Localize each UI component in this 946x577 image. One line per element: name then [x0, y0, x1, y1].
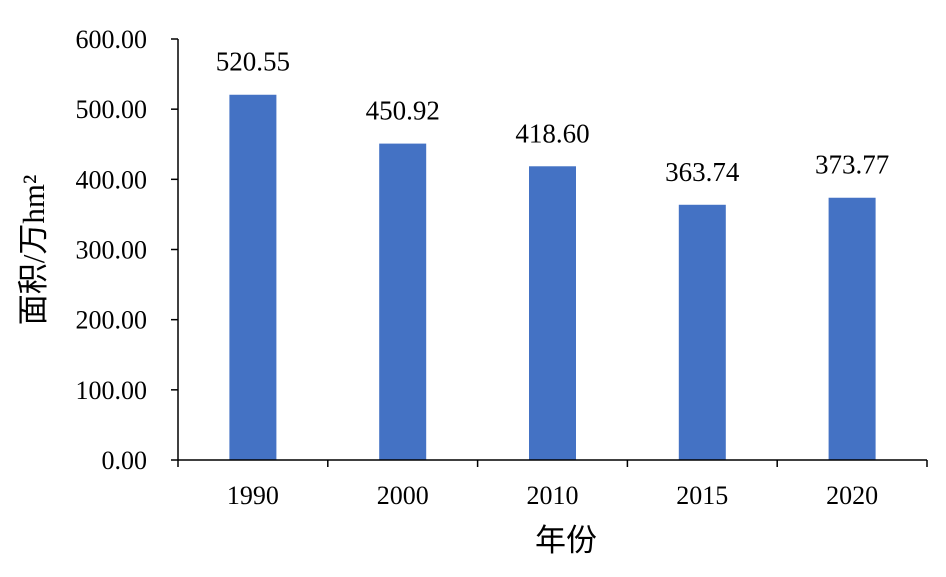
y-tick-label: 500.00	[76, 95, 148, 124]
x-tick-label-2020: 2020	[826, 481, 878, 510]
bars-layer	[229, 94, 876, 461]
bar-2000	[379, 143, 427, 460]
y-tick-label: 200.00	[76, 306, 148, 335]
bar-2020	[828, 197, 876, 461]
y-tick-label: 0.00	[102, 446, 148, 475]
data-label-1990: 520.55	[216, 47, 290, 77]
x-tick-label-1990: 1990	[227, 481, 279, 510]
x-tick-label-2000: 2000	[377, 481, 429, 510]
x-axis-title: 年份	[535, 523, 597, 558]
bar-1990	[229, 94, 277, 461]
data-label-2015: 363.74	[665, 157, 740, 187]
y-tick-label: 400.00	[76, 165, 148, 194]
y-tick-label: 100.00	[76, 376, 148, 405]
x-tick-label-2010: 2010	[527, 481, 579, 510]
bar-2010	[529, 166, 576, 460]
x-tick-label-2015: 2015	[676, 481, 728, 510]
y-ticks-layer: 0.00 100.00 200.00 300.00 400.00 500.00 600.00	[76, 25, 178, 475]
data-label-2010: 418.60	[515, 118, 589, 148]
y-tick-label: 300.00	[76, 236, 148, 265]
data-label-2020: 373.77	[815, 150, 889, 180]
data-labels-layer: 520.55 450.92 418.60 363.74 373.77	[216, 47, 889, 187]
y-axis-title: 面积/万hm²	[16, 175, 51, 326]
bar-2015	[678, 204, 726, 460]
y-tick-label: 600.00	[76, 25, 148, 54]
data-label-2000: 450.92	[366, 96, 440, 126]
x-ticks-layer: 1990 2000 2010 2015 2020	[177, 460, 928, 510]
